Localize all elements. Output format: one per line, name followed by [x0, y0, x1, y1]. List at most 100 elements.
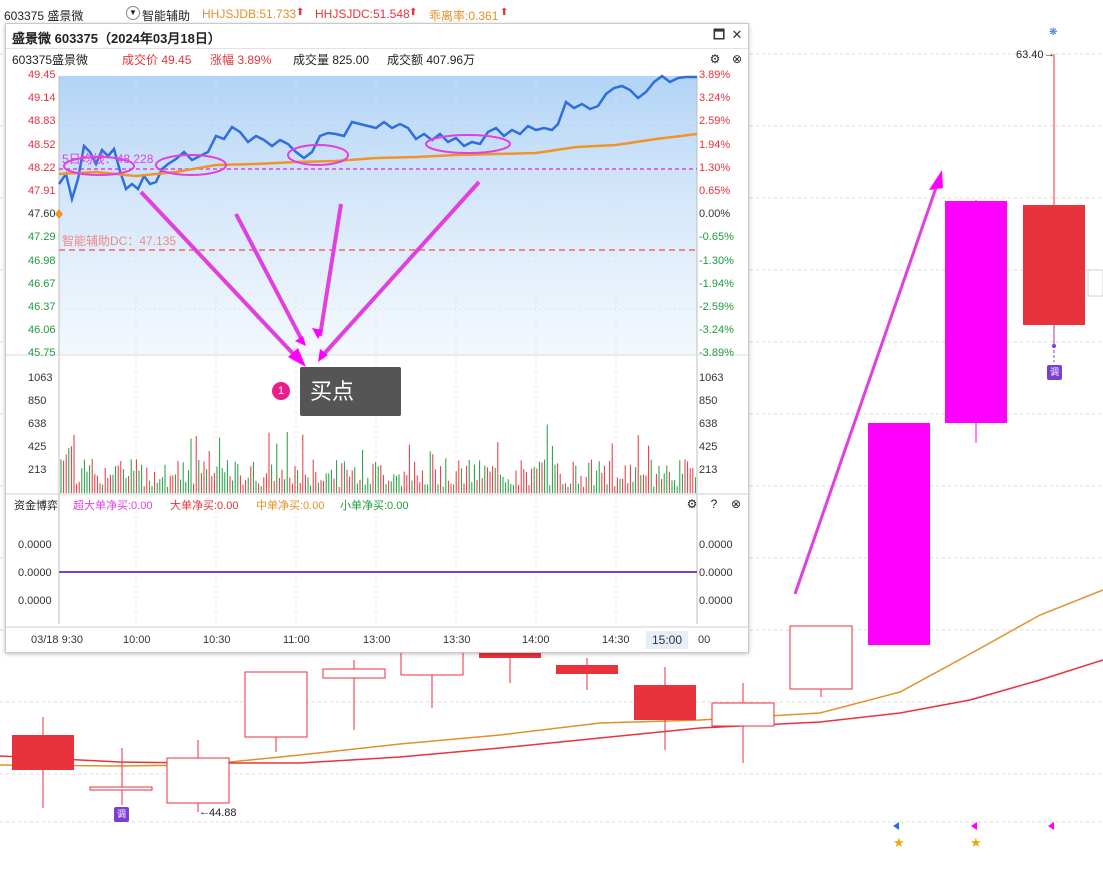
candle-9 — [634, 667, 696, 750]
vol-axis-tick: 850 — [699, 395, 718, 407]
close-icon[interactable]: ✕ — [731, 27, 743, 42]
close-circle-icon[interactable]: ⊗ — [731, 52, 743, 66]
medium-net: 中单净买:0.00 — [256, 500, 325, 512]
vol-axis-tick: 425 — [28, 441, 47, 453]
vol-axis-tick: 638 — [28, 418, 47, 430]
popup-title: 盛景微 603375（2024年03月18日） — [12, 31, 221, 46]
pct-axis-tick: -1.94% — [699, 277, 734, 290]
cap-axis-tick: 0.0000 — [18, 595, 52, 607]
pct-axis-tick: 0.65% — [699, 185, 731, 197]
time-tick: 14:00 — [522, 634, 550, 646]
hhjsjdc-value: HHJSJDC:51.548 — [315, 7, 410, 21]
close-circle-icon[interactable]: ⊗ — [730, 497, 742, 511]
price-axis-tick: 48.83 — [28, 115, 56, 128]
low-price-label: 44.88 — [209, 807, 237, 819]
time-tick: 14:30 — [602, 634, 630, 646]
candle-3 — [166, 740, 230, 812]
price-axis-tick: 46.06 — [28, 324, 56, 337]
vol-axis-tick: 213 — [699, 464, 718, 476]
help-icon[interactable]: ? — [710, 497, 718, 511]
price-axis-tick: 45.75 — [28, 347, 56, 360]
price-axis-tick: 46.37 — [28, 301, 56, 313]
price-axis-tick: 48.52 — [28, 138, 56, 151]
candle-14 — [1023, 54, 1085, 345]
capital-title: 资金博弈 — [14, 500, 58, 512]
price-axis-tick: 46.67 — [28, 277, 56, 290]
buy-point-number: 1 — [272, 382, 290, 400]
change-label: 涨幅 3.89% — [210, 53, 272, 67]
high-price-label: 63.40 — [1016, 49, 1044, 61]
candle-13 — [945, 200, 1007, 443]
vol-axis-tick: 213 — [28, 464, 47, 476]
maximize-icon[interactable]: 🗖 — [712, 27, 726, 42]
price-axis-tick: 47.91 — [28, 185, 56, 197]
cap-axis-tick: 0.0000 — [699, 539, 733, 551]
time-tick-current: 15:00 — [646, 631, 689, 649]
time-tick: 11:00 — [283, 634, 310, 646]
super-large-net: 超大单净买:0.00 — [73, 500, 153, 512]
candle-10 — [711, 683, 775, 763]
price-axis-tick: 47.60 — [28, 208, 56, 221]
intraday-popup: 盛景微 603375（2024年03月18日） 🗖 ✕ 603375盛景微 成交… — [5, 23, 749, 653]
small-net: 小单净买:0.00 — [340, 500, 409, 512]
cap-axis-tick: 0.0000 — [699, 595, 733, 607]
candle-2 — [89, 748, 153, 805]
candle-8 — [556, 658, 618, 690]
pct-axis-tick: -2.59% — [699, 301, 734, 313]
avg-price-line — [58, 132, 698, 178]
cap-axis-tick: 0.0000 — [18, 567, 52, 579]
price-label: 成交价 49.45 — [122, 53, 192, 67]
pct-axis-tick: 3.89% — [699, 69, 731, 81]
svg-text:★: ★ — [893, 835, 905, 850]
pct-axis-tick: -3.24% — [699, 324, 734, 337]
price-axis-tick: 49.14 — [28, 92, 56, 105]
candle-7 — [479, 651, 541, 683]
time-tick: 13:00 — [363, 634, 391, 646]
pct-axis-tick: 0.00% — [699, 208, 731, 221]
candle-1 — [12, 717, 74, 808]
price-axis-tick: 47.29 — [28, 231, 56, 244]
pct-axis-tick: 1.94% — [699, 138, 731, 151]
adjust-badge[interactable]: 调 — [1047, 365, 1062, 380]
pct-axis-tick: -0.65% — [699, 231, 734, 244]
svg-text:★: ★ — [970, 835, 982, 850]
stock-code-name: 603375 盛景微 — [4, 9, 84, 23]
time-tick: 13:30 — [443, 634, 471, 646]
price-axis-tick: 48.22 — [28, 161, 56, 174]
svg-text:❋: ❋ — [1049, 27, 1057, 38]
time-tick: 10:00 — [123, 634, 151, 646]
settings-icon[interactable]: ⚙ — [686, 497, 698, 511]
amount-label: 成交额 407.96万 — [387, 53, 476, 67]
popup-title-bar[interactable]: 盛景微 603375（2024年03月18日） 🗖 ✕ — [6, 24, 748, 49]
dc-label: 智能辅助DC：47.135 — [62, 234, 177, 248]
pct-axis-tick: 3.24% — [699, 92, 731, 105]
vol-axis-tick: 1063 — [699, 372, 724, 384]
cap-axis-tick: 0.0000 — [18, 539, 52, 551]
indicator-bar: 603375 盛景微 ▼ 智能辅助 HHJSJDB:51.733 ⬆ HHJSJ… — [0, 0, 1103, 28]
candle-4 — [244, 671, 308, 752]
adjust-badge[interactable]: 调 — [114, 807, 129, 822]
hhjsjdb-value: HHJSJDB:51.733 — [202, 7, 297, 21]
cap-axis-tick: 0.0000 — [699, 567, 733, 579]
candle-12 — [868, 423, 930, 645]
dropdown-icon[interactable]: ▼ — [126, 6, 140, 20]
candle-11 — [789, 625, 853, 697]
time-tick: 10:30 — [203, 634, 231, 646]
up-arrow-icon: ⬆ — [409, 7, 418, 18]
pct-axis-tick: 2.59% — [699, 115, 731, 128]
buy-point-tooltip[interactable]: 买点 — [300, 367, 401, 416]
up-arrow-icon: ⬆ — [500, 7, 509, 18]
smart-assist-label[interactable]: 智能辅助 — [142, 9, 191, 23]
large-net: 大单净买:0.00 — [170, 500, 239, 512]
pct-axis-tick: 1.30% — [699, 161, 731, 174]
pct-axis-tick: -1.30% — [699, 254, 734, 267]
settings-icon[interactable]: ⚙ — [709, 52, 721, 66]
intraday-chart — [6, 74, 748, 628]
deviation-value: 乖离率:0.361 — [429, 9, 499, 23]
time-tick: 03/18 9:30 — [31, 634, 83, 646]
price-axis-tick: 46.98 — [28, 254, 56, 267]
vol-axis-tick: 425 — [699, 441, 718, 453]
volume-label: 成交量 825.00 — [293, 53, 370, 67]
price-axis-tick: 49.45 — [28, 69, 56, 81]
